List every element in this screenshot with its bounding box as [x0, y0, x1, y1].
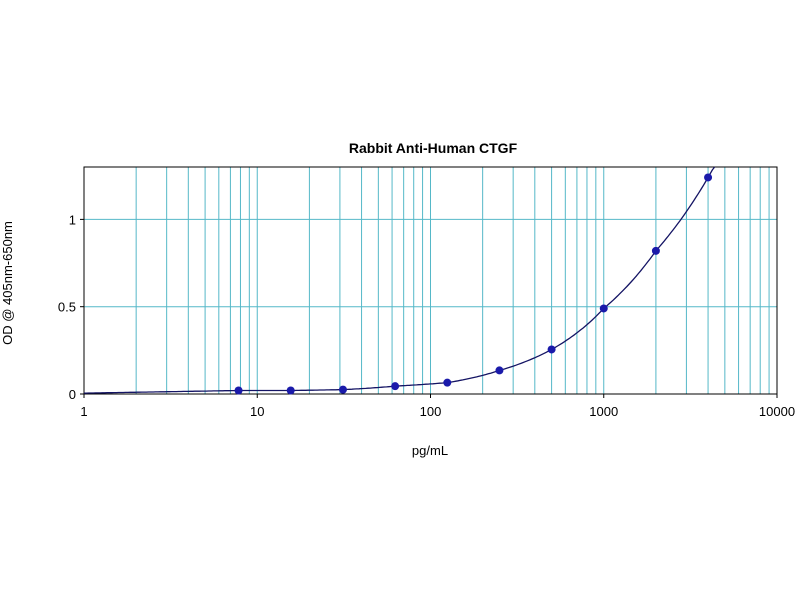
- x-tick-label: 1: [80, 404, 87, 419]
- data-point: [495, 366, 504, 375]
- data-point: [651, 246, 660, 255]
- y-axis-ticks: 00.51: [58, 212, 84, 402]
- data-point: [599, 304, 608, 313]
- x-tick-label: 1000: [589, 404, 618, 419]
- data-point: [547, 345, 556, 354]
- data-points: [234, 173, 713, 395]
- x-tick-label: 10000: [759, 404, 795, 419]
- y-tick-label: 0: [69, 387, 76, 402]
- fit-curve-layer: [84, 166, 716, 394]
- grid: [84, 167, 777, 394]
- y-tick-label: 0.5: [58, 300, 76, 315]
- x-tick-label: 100: [420, 404, 442, 419]
- x-tick-label: 10: [250, 404, 264, 419]
- data-point: [391, 382, 400, 391]
- chart-title: Rabbit Anti-Human CTGF: [349, 140, 518, 156]
- data-point: [234, 386, 243, 395]
- data-point: [704, 173, 713, 182]
- data-point: [286, 386, 295, 395]
- x-axis-ticks: 1 10 100 1000 10000: [80, 394, 795, 419]
- data-point: [338, 385, 347, 394]
- data-point: [443, 378, 452, 387]
- fit-curve: [84, 166, 716, 394]
- y-tick-label: 1: [69, 212, 76, 227]
- y-axis-label: OD @ 405nm-650nm: [0, 221, 15, 345]
- x-axis-label: pg/mL: [412, 443, 448, 458]
